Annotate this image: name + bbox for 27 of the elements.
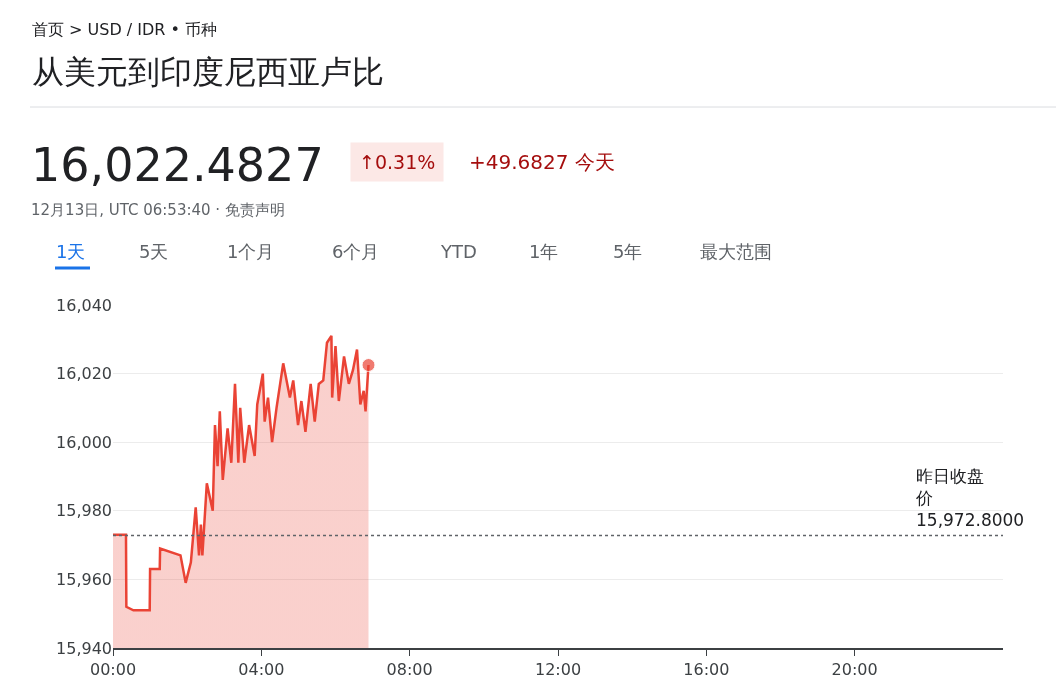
text: 16,022.4827 xyxy=(31,138,324,192)
text: 5年 xyxy=(613,241,643,262)
chart-title: 从美元到印度尼西亚卢比 xyxy=(32,53,384,91)
text: 1年 xyxy=(529,241,559,262)
x-tick-label: 12:00 xyxy=(534,659,582,679)
text: 1天 xyxy=(56,241,86,262)
y-tick-label: 15,940 xyxy=(56,638,112,658)
x-tick-label: 20:00 xyxy=(831,659,878,679)
y-tick-label: 15,960 xyxy=(56,570,112,589)
y-tick-label: 16,000 xyxy=(56,432,112,452)
x-tick-label: 00:00 xyxy=(89,659,137,679)
x-tick-label: 04:00 xyxy=(238,659,285,679)
text: 6个月 xyxy=(332,241,380,262)
y-tick-label: 15,980 xyxy=(56,501,112,521)
chart-subtitle: 首页 > USD / IDR • 币种 xyxy=(32,20,218,39)
y-tick-label: 16,020 xyxy=(56,364,112,384)
text: 12月13日, UTC 06:53:40 · 免责声明 xyxy=(31,201,285,219)
text: ↑0.31% xyxy=(359,151,436,173)
text: 1个月 xyxy=(227,241,275,262)
text: 最大范围 xyxy=(700,241,772,262)
x-tick-label: 08:00 xyxy=(386,659,433,679)
ref-line-label: 昨日收盘价 15,972.8000 xyxy=(915,466,1025,531)
text: +49.6827 今天 xyxy=(469,150,615,174)
x-tick-label: 16:00 xyxy=(683,659,730,679)
y-tick-label: 16,040 xyxy=(56,295,112,315)
text: 5天 xyxy=(139,241,169,262)
text: YTD xyxy=(440,241,477,262)
